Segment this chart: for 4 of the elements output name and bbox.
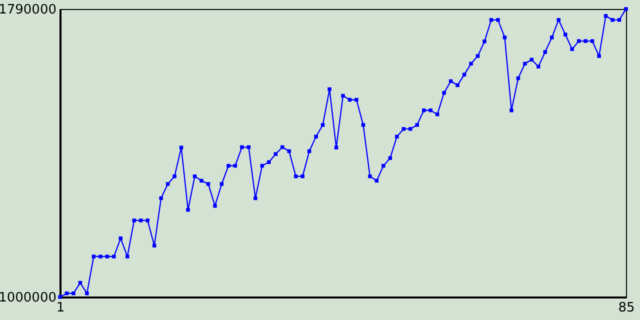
y-tick-label: 1790000 bbox=[0, 2, 56, 18]
y-tick-label: 1000000 bbox=[0, 290, 56, 306]
x-tick-label: 85 bbox=[618, 300, 635, 316]
x-tick-label: 1 bbox=[56, 300, 65, 316]
